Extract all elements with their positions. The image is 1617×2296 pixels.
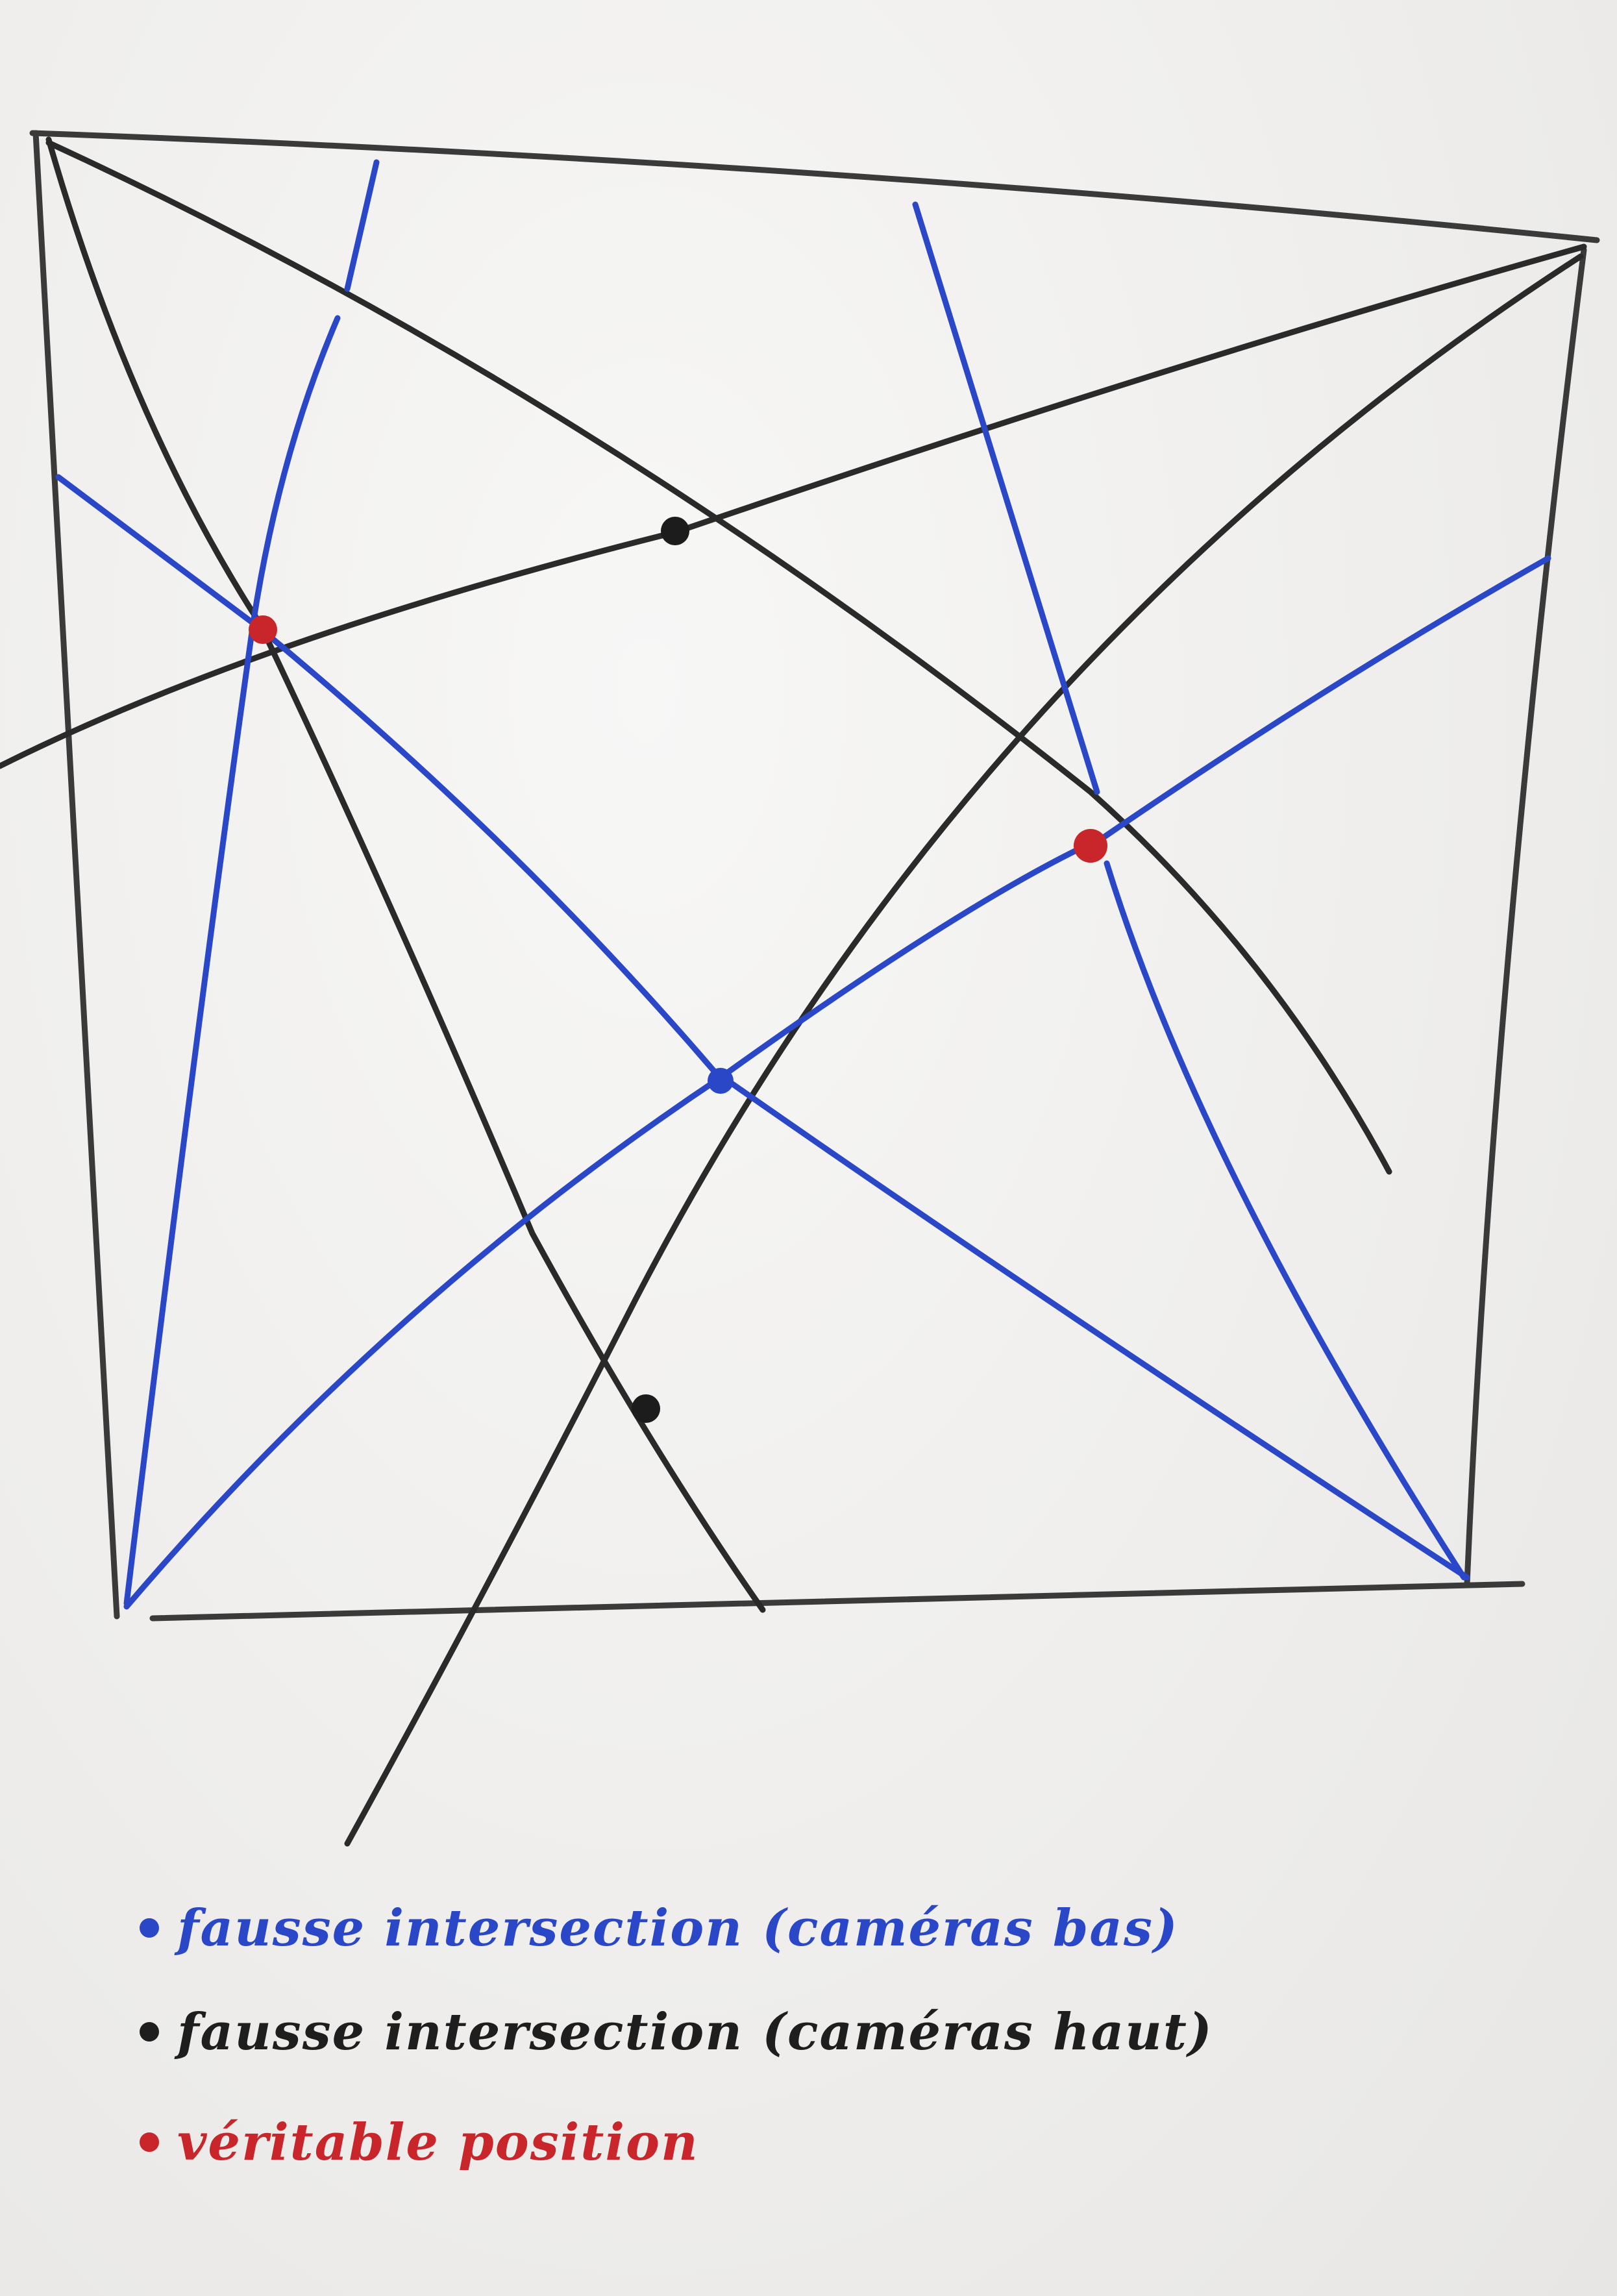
black-dot-icon xyxy=(140,2022,159,2042)
legend-label-black: fausse intersection (caméras haut) xyxy=(177,2002,1213,2062)
frame-top-edge xyxy=(29,130,1600,243)
blue-dot-icon xyxy=(140,1918,159,1938)
black-intersection-top xyxy=(661,517,689,545)
legend-item-black: fausse intersection (caméras haut) xyxy=(140,1986,1213,2077)
ray-left-to-topright xyxy=(0,243,1587,769)
blue-intersection-center xyxy=(708,1068,734,1094)
black-intersection-bottom xyxy=(632,1394,660,1423)
blue-ray-top-stub xyxy=(344,159,380,292)
legend-label-blue: fausse intersection (caméras bas) xyxy=(177,1898,1179,1958)
red-dot-icon xyxy=(140,2132,159,2152)
blue-ray-left-vertical xyxy=(123,315,341,1607)
blue-ray-x-ascending xyxy=(123,555,1551,1610)
frame-left-edge xyxy=(32,130,120,1620)
ray-topright-long xyxy=(344,253,1584,1847)
red-true-position-right xyxy=(1074,829,1107,863)
ray-topleft-steep xyxy=(45,136,766,1613)
frame-bottom-edge xyxy=(149,1581,1525,1622)
blue-ray-x-descending xyxy=(266,633,1470,1581)
blue-ray-right-steep xyxy=(912,201,1100,795)
blue-ray-right-lower xyxy=(1104,860,1467,1581)
legend-item-blue: fausse intersection (caméras bas) xyxy=(140,1882,1179,1973)
legend-item-red: véritable position xyxy=(140,2097,699,2188)
red-true-position-left xyxy=(249,615,277,644)
room-frame xyxy=(29,130,1600,1622)
legend-label-red: véritable position xyxy=(177,2112,699,2172)
lower-camera-rays xyxy=(55,159,1551,1610)
frame-right-edge xyxy=(1464,247,1587,1587)
blue-ray-topleft-short xyxy=(55,474,256,626)
intersection-markers xyxy=(249,517,1107,1423)
ray-topleft-diagonal xyxy=(45,140,1392,1175)
